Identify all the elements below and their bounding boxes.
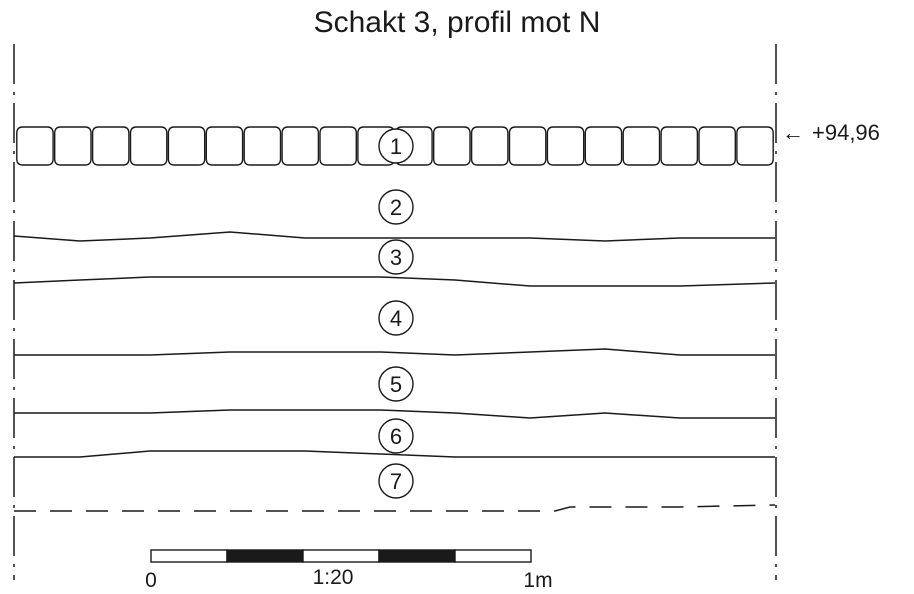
scale-segment-1 [150,549,228,563]
scale-bar [150,549,532,563]
layer-label-7: 7 [378,463,414,499]
boundary-6-7 [14,450,775,458]
stone-block [584,126,623,166]
stone-block [243,126,282,166]
layer-number-6: 6 [390,424,402,449]
boundary-4-5 [14,348,775,356]
layer-label-5: 5 [378,366,414,402]
boundary-2-3 [13,231,775,242]
stone-block [433,126,471,166]
stone-block [319,126,357,166]
scale-segment-4 [378,549,456,563]
stone-block [167,126,206,166]
layer-labels: 1 2 3 4 5 6 7 [378,128,414,499]
stone-block [205,126,244,166]
stone-block [470,126,509,166]
layer-label-2: 2 [378,189,414,225]
stone-block [508,126,547,166]
layer-label-6: 6 [378,418,414,454]
boundary-7-base [14,504,776,512]
elevation-marker: ← +94,96 [782,120,880,145]
layer-number-4: 4 [390,306,402,331]
scale-label-start: 0 [145,569,157,592]
stone-block [736,126,774,166]
stone-block [281,126,320,166]
section-boundaries [13,44,777,580]
scale-label-end: 1m [523,569,552,592]
layer-number-7: 7 [390,469,402,494]
layer-boundaries [13,231,776,512]
boundary-5-6 [14,409,775,419]
scale-segment-3 [302,549,380,563]
boundary-3-4 [13,276,776,287]
stone-block [660,126,699,166]
scale-label-ratio: 1:20 [313,566,354,589]
elevation-value: +94,96 [812,120,880,145]
stone-block [16,126,54,166]
layer-label-4: 4 [378,300,414,336]
stone-block [91,126,130,166]
scale-segment-5 [454,549,532,563]
elevation-arrow: ← [782,120,804,145]
stone-block [546,126,585,166]
stone-block [129,126,168,166]
layer-number-5: 5 [390,372,402,397]
layer-number-2: 2 [390,195,402,220]
layer-label-3: 3 [378,239,414,275]
stone-block [698,126,736,166]
layer-label-1: 1 [378,128,414,164]
diagram-title: Schakt 3, profil mot N [313,6,601,39]
layer-number-3: 3 [390,245,402,270]
stone-block [54,126,92,166]
layer-number-1: 1 [390,134,402,159]
stone-block [622,126,661,166]
stone-paving-layer [16,126,774,166]
scale-segment-2 [226,549,304,563]
